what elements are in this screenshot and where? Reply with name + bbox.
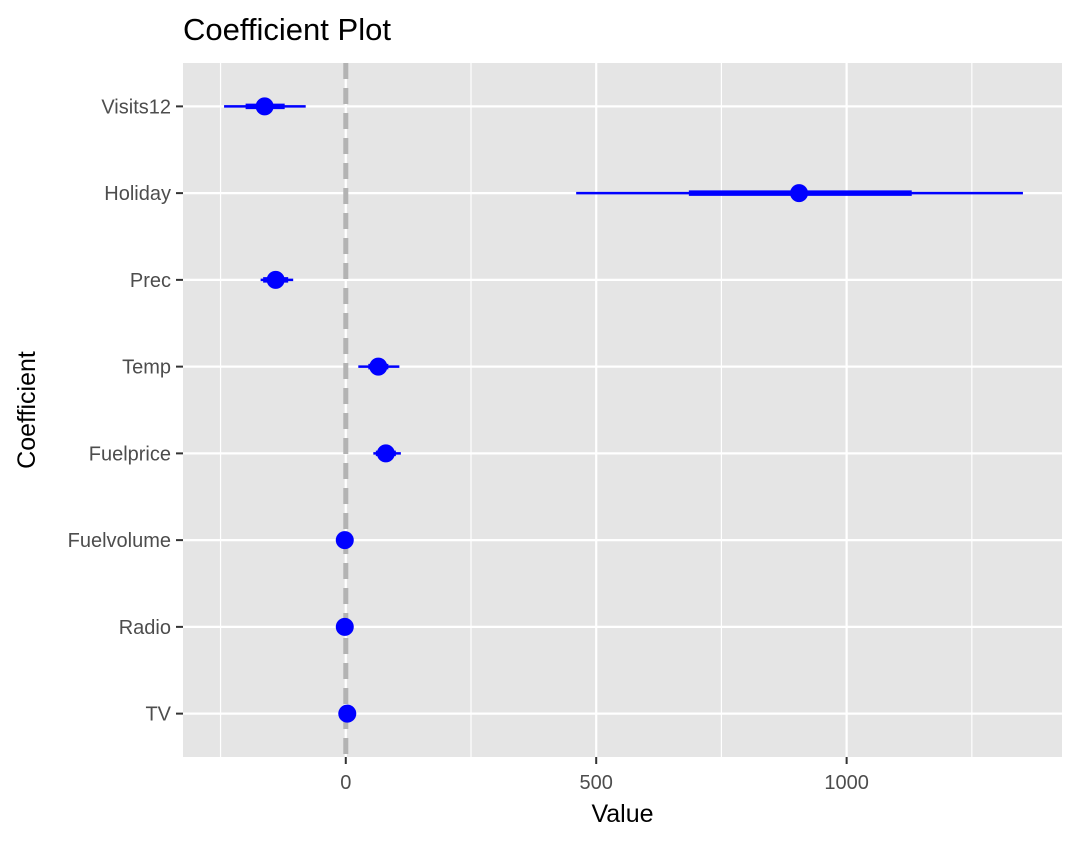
point-radio bbox=[335, 617, 354, 636]
y-tick-label: Radio bbox=[119, 617, 171, 639]
x-axis-title: Value bbox=[591, 800, 653, 828]
point-prec bbox=[266, 270, 285, 289]
point-fuelprice bbox=[376, 444, 395, 463]
x-tick-label: 500 bbox=[580, 772, 613, 794]
axes: Visits12 Holiday Prec Temp Fuelprice Fuelvolu… bbox=[68, 96, 869, 794]
point-visits12 bbox=[255, 97, 274, 116]
plot-panel bbox=[183, 63, 1062, 757]
point-layer bbox=[255, 97, 809, 723]
chart-title: Coefficient Plot bbox=[183, 12, 391, 47]
gridlines bbox=[183, 63, 1062, 757]
y-tick-label: Visits12 bbox=[101, 96, 171, 118]
y-tick-label: Prec bbox=[130, 270, 171, 292]
point-temp bbox=[369, 357, 388, 376]
x-tick-label: 1000 bbox=[824, 772, 869, 794]
y-tick-label: Fuelprice bbox=[89, 443, 171, 465]
x-tick-label: 0 bbox=[340, 772, 351, 794]
point-tv bbox=[338, 704, 357, 723]
y-tick-label: Fuelvolume bbox=[68, 530, 171, 552]
point-holiday bbox=[790, 184, 809, 203]
point-fuelvolume bbox=[335, 531, 354, 550]
y-axis-title: Coefficient bbox=[13, 351, 41, 469]
y-tick-label: TV bbox=[145, 704, 171, 726]
y-tick-label: Holiday bbox=[104, 183, 171, 205]
y-tick-label: Temp bbox=[122, 357, 171, 379]
